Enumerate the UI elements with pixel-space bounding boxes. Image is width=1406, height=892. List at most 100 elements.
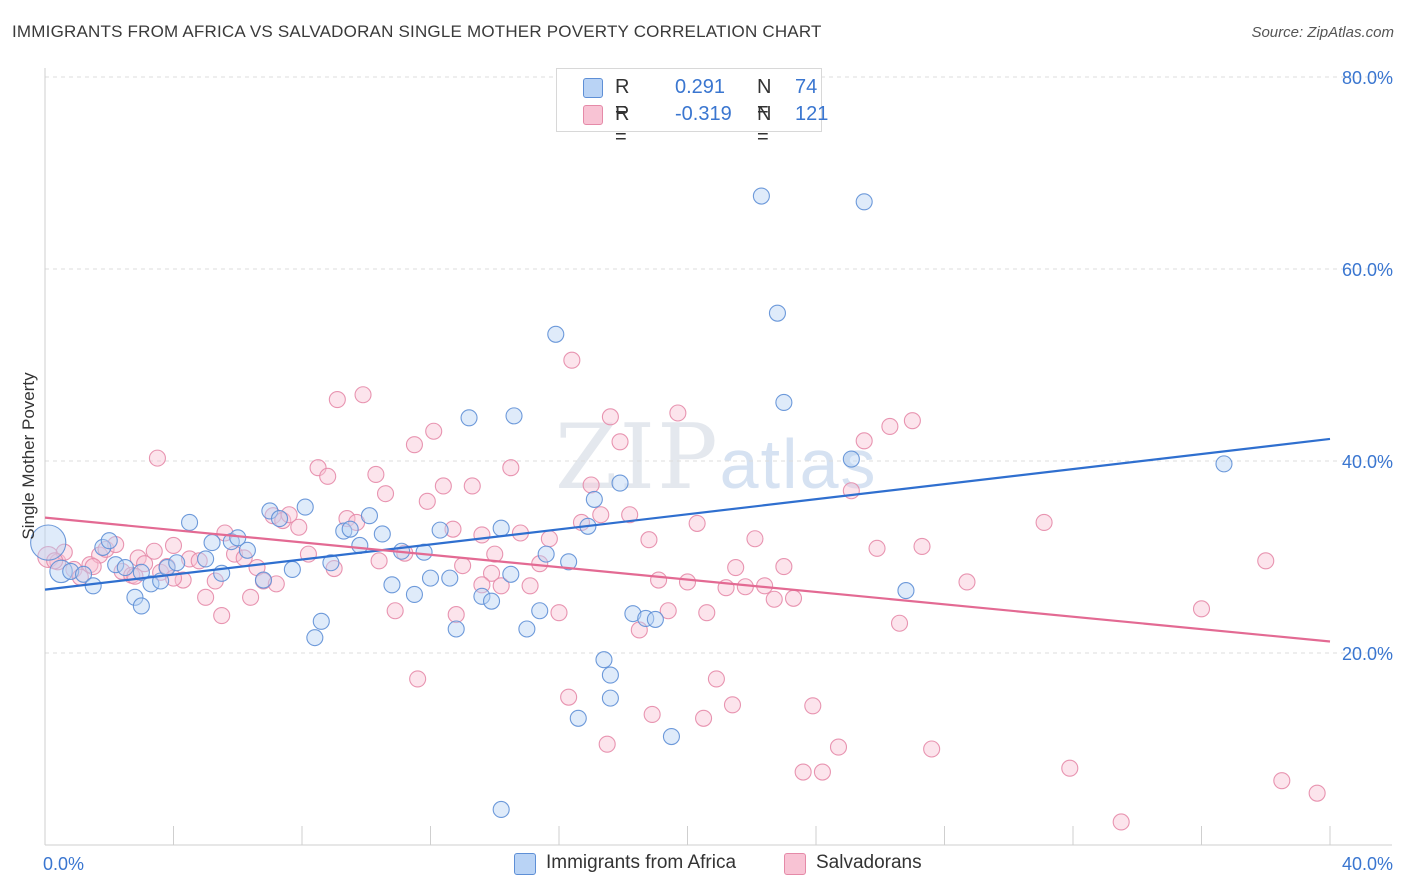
salvadorans-point: [582, 476, 600, 494]
salvadorans-point: [784, 589, 803, 607]
immigrants-from-africa-point: [897, 582, 915, 600]
immigrants-from-africa-point: [283, 560, 301, 579]
immigrants-from-africa-point: [335, 522, 353, 540]
immigrants-from-africa-point: [383, 576, 401, 594]
salvadorans-point: [463, 477, 481, 495]
immigrants-from-africa-points: [30, 187, 1233, 819]
salvadorans-point: [913, 537, 931, 555]
immigrants-from-africa-point: [473, 587, 491, 605]
salvadorans-point: [136, 555, 154, 573]
salvadorans-point: [794, 763, 812, 781]
immigrants-from-africa-point: [270, 510, 289, 528]
immigrants-from-africa-point: [132, 563, 150, 581]
salvadorans-point: [190, 552, 208, 570]
salvadorans-point: [592, 506, 610, 524]
salvadorans-point: [678, 573, 697, 591]
salvadorans-point: [213, 607, 231, 625]
salvadorans-point: [868, 539, 886, 557]
salvadorans-point: [723, 696, 742, 714]
salvadorans-point: [560, 688, 578, 706]
salvadorans-point: [148, 449, 166, 467]
salvadorans-point: [640, 531, 658, 549]
immigrants-from-africa-point: [84, 577, 102, 595]
salvadorans-point: [242, 588, 260, 606]
immigrants-from-africa-point: [132, 597, 150, 615]
salvadorans-point: [425, 422, 443, 440]
salvadorans-point: [405, 436, 423, 454]
immigrants-from-africa-point: [611, 474, 629, 492]
legend-n-value: 121: [795, 103, 829, 125]
salvadorans-trend-line: [44, 516, 1331, 643]
salvadorans-point: [280, 506, 298, 524]
salvadorans-point: [502, 459, 520, 477]
salvadorans-point: [370, 552, 388, 570]
salvadorans-point: [804, 697, 822, 715]
salvadorans-point: [319, 467, 337, 485]
salvadorans-point: [164, 536, 183, 555]
tick-labels: 20.0% 40.0% 60.0% 80.0% 0.0% 40.0% Single Moth…: [19, 68, 1393, 874]
series-swatch-blue: [514, 853, 536, 875]
salvadorans-point: [707, 670, 725, 688]
salvadorans-point: [492, 577, 510, 595]
salvadorans-point: [540, 530, 558, 548]
legend-n-value: 74: [795, 76, 818, 98]
immigrants-from-africa-point: [431, 521, 449, 539]
salvadorans-point: [669, 404, 687, 422]
immigrants-from-africa-point: [322, 554, 340, 572]
trend-lines: [44, 437, 1331, 643]
immigrants-from-africa-point: [569, 709, 587, 727]
immigrants-from-africa-point: [94, 538, 112, 556]
salvadorans-point: [309, 459, 327, 477]
immigrants-from-africa-point: [181, 513, 199, 531]
x-tick-label: 40.0%: [1342, 854, 1393, 874]
y-tick-label: 40.0%: [1342, 452, 1393, 472]
immigrants-from-africa-point: [537, 545, 555, 563]
immigrants-from-africa-point: [518, 620, 536, 638]
y-tick-label: 80.0%: [1342, 68, 1393, 88]
salvadorans-point: [1257, 552, 1275, 570]
salvadorans-point: [145, 542, 163, 560]
immigrants-from-africa-point: [360, 507, 379, 525]
immigrants-from-africa-point: [1215, 455, 1233, 473]
immigrants-from-africa-point: [547, 325, 565, 343]
immigrants-from-africa-point: [775, 393, 793, 411]
salvadorans-point: [1192, 600, 1211, 618]
salvadorans-point: [727, 559, 745, 577]
salvadorans-point: [216, 524, 234, 542]
immigrants-from-africa-point: [662, 727, 680, 746]
salvadorans-point: [386, 602, 404, 620]
immigrants-from-africa-point: [238, 541, 256, 559]
salvadorans-point: [829, 738, 848, 756]
immigrants-from-africa-point: [560, 553, 578, 571]
salvadorans-point: [290, 518, 308, 536]
legend-n-label: N =: [757, 103, 772, 148]
immigrants-from-africa-point: [441, 569, 459, 587]
salvadorans-point: [563, 351, 581, 369]
salvadorans-point: [267, 575, 285, 593]
salvadorans-point: [376, 485, 395, 503]
legend-swatch-pink: [583, 105, 603, 125]
watermark-zip: ZIP: [555, 405, 720, 510]
legend-r-label: R =: [615, 103, 630, 148]
legend-n-label: N =: [757, 76, 772, 121]
salvadorans-point: [659, 602, 677, 620]
y-tick-label: 20.0%: [1342, 644, 1393, 664]
immigrants-from-africa-point: [624, 605, 642, 623]
immigrants-from-africa-point: [646, 610, 664, 628]
immigrants-from-africa-point: [203, 534, 221, 552]
immigrants-from-africa-point: [447, 620, 465, 638]
y-axis-title: Single Mother Poverty: [19, 372, 38, 540]
x-tick-label: 0.0%: [43, 854, 84, 874]
salvadorans-point: [1035, 513, 1053, 531]
salvadorans-point: [958, 573, 976, 591]
salvadorans-point: [434, 477, 452, 495]
salvadorans-points: [37, 351, 1326, 831]
salvadorans-point: [409, 670, 427, 688]
immigrants-from-africa-trend-line: [44, 437, 1331, 591]
immigrants-from-africa-point: [505, 407, 523, 425]
immigrants-from-africa-point: [62, 562, 80, 580]
immigrants-from-africa-point: [107, 556, 125, 574]
salvadorans-point: [550, 604, 568, 622]
salvadorans-point: [775, 558, 793, 576]
